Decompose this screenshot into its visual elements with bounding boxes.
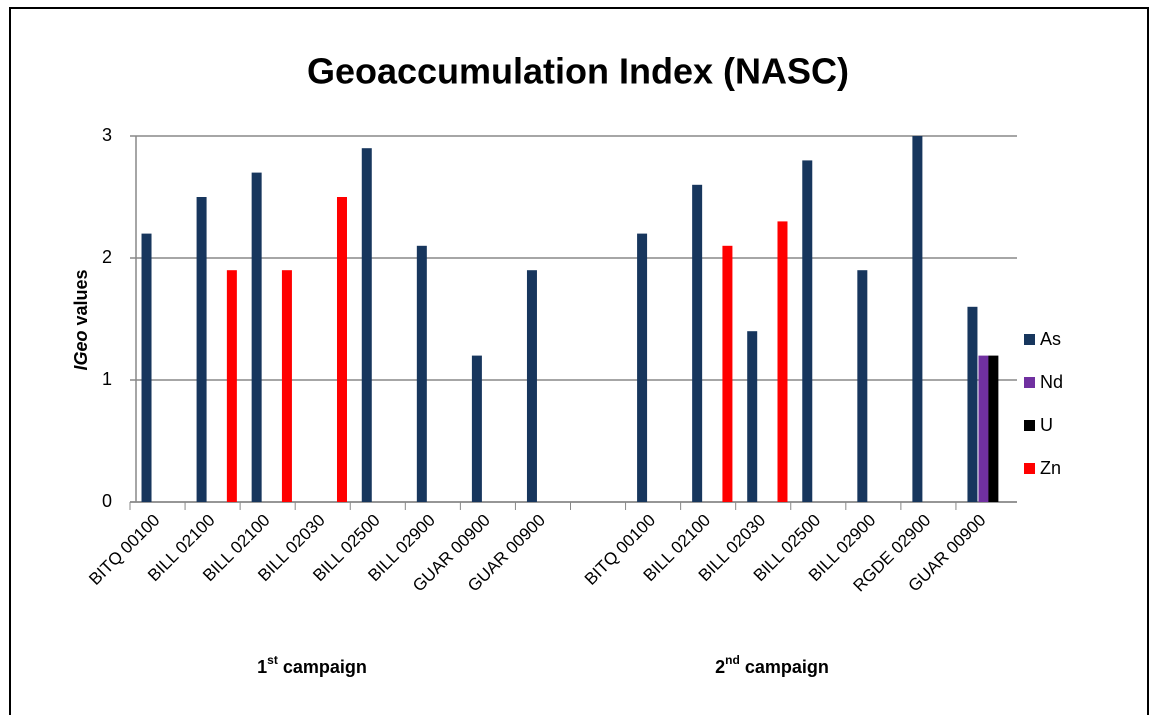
chart-title: Geoaccumulation Index (NASC)	[307, 51, 849, 92]
bar	[336, 197, 347, 502]
bar	[777, 221, 788, 502]
legend-swatch	[1024, 334, 1035, 345]
frame	[9, 7, 1149, 720]
bar	[802, 160, 813, 502]
legend-swatch	[1024, 463, 1035, 474]
bar	[361, 148, 372, 502]
y-tick-label: 0	[102, 491, 112, 511]
bar	[416, 245, 427, 503]
bar	[857, 270, 868, 502]
bar	[722, 245, 733, 503]
bar	[526, 270, 537, 502]
legend-label: Zn	[1040, 458, 1061, 478]
y-tick-label: 2	[102, 247, 112, 267]
bar	[141, 233, 152, 502]
y-label-italic: IGeo	[71, 331, 91, 371]
bar	[988, 355, 999, 502]
bar	[978, 355, 989, 502]
bar	[196, 197, 207, 502]
legend-label: Nd	[1040, 372, 1063, 392]
group-number: 2	[715, 657, 725, 677]
bar	[251, 172, 262, 502]
bar	[226, 270, 237, 502]
legend-swatch	[1024, 420, 1035, 431]
group-suffix: nd	[725, 653, 740, 667]
bar	[747, 331, 758, 502]
y-tick-label: 3	[102, 125, 112, 145]
legend-swatch	[1024, 377, 1035, 388]
bar	[692, 184, 703, 503]
bar	[912, 136, 923, 502]
group-label: 2nd campaign	[715, 653, 829, 677]
y-axis-label: IGeo values	[71, 269, 91, 370]
y-tick-label: 1	[102, 369, 112, 389]
bar	[281, 270, 292, 502]
group-text: campaign	[745, 657, 829, 677]
legend-label: U	[1040, 415, 1053, 435]
group-number: 1	[257, 657, 267, 677]
group-suffix: st	[267, 653, 278, 667]
y-label-rest: values	[71, 269, 91, 325]
bar	[471, 355, 482, 502]
group-text: campaign	[283, 657, 367, 677]
group-label: 1st campaign	[257, 653, 367, 677]
bar	[637, 233, 648, 502]
legend-label: As	[1040, 329, 1061, 349]
bar	[967, 306, 978, 502]
